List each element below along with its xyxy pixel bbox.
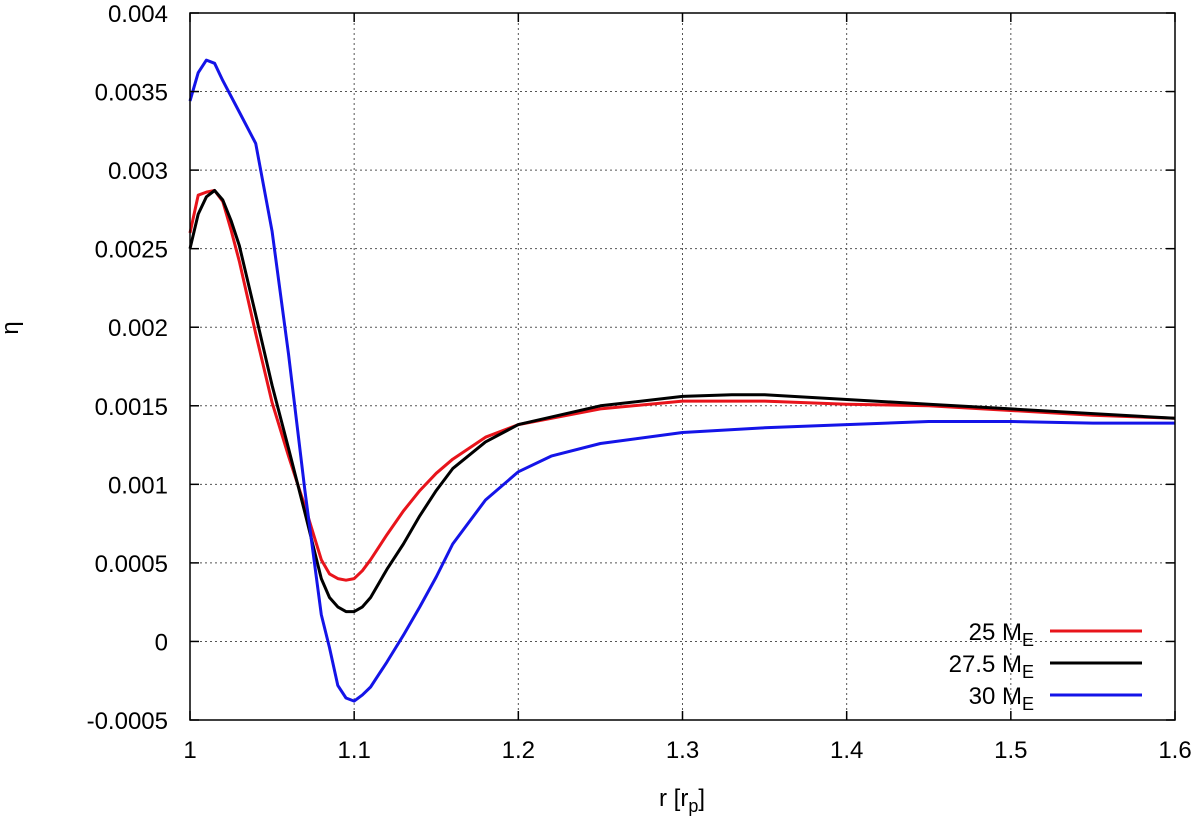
series-line-1 (188, 189, 1176, 582)
x-tick-label: 1 (183, 737, 196, 764)
x-tick-label: 1.5 (994, 737, 1027, 764)
x-tick-label: 1.3 (666, 737, 699, 764)
x-tick-label: 1.4 (830, 737, 863, 764)
y-tick-label: 0.004 (108, 1, 168, 28)
series-group (188, 58, 1176, 703)
y-tick-label: 0.001 (108, 472, 168, 499)
x-axis-label: r [rp] (659, 785, 705, 816)
legend-label-3: 30 ME (969, 683, 1034, 714)
y-tick-label: 0.0005 (95, 551, 168, 578)
x-tick-label: 1.2 (502, 737, 535, 764)
y-tick-label: 0.002 (108, 315, 168, 342)
x-tick-label: 1.1 (337, 737, 370, 764)
y-tick-label: 0.0025 (95, 237, 168, 264)
y-tick-labels: -0.0005 0 0.0005 0.001 0.0015 0.002 0.0025 0.00… (87, 1, 168, 735)
y-tick-label: 0.0015 (95, 394, 168, 421)
legend-label-1: 25 ME (969, 619, 1034, 650)
y-tick-label: 0.003 (108, 158, 168, 185)
y-tick-label: -0.0005 (87, 708, 168, 735)
x-tick-labels: 1 1.1 1.2 1.3 1.4 1.5 1.6 (183, 737, 1191, 764)
y-tick-label: 0 (155, 629, 168, 656)
y-axis-label: η (0, 321, 24, 334)
series-line-3 (188, 58, 1175, 703)
grid (190, 13, 1175, 720)
ticks (189, 12, 1176, 721)
series-line-2 (188, 189, 1176, 614)
x-tick-label: 1.6 (1158, 737, 1191, 764)
legend-label-2: 27.5 ME (949, 651, 1034, 682)
y-tick-label: 0.0035 (95, 80, 168, 107)
